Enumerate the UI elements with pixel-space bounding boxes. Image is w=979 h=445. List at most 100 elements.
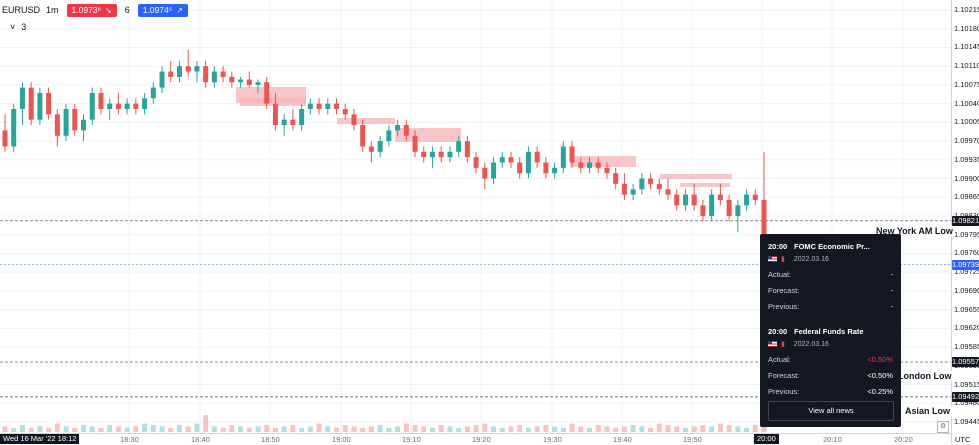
candle-body: [377, 141, 383, 152]
volume-bar: [81, 425, 87, 432]
previous-label: Previous:: [768, 387, 800, 396]
buy-button[interactable]: 1.0974⁵ ↗: [137, 3, 188, 17]
candle-body: [395, 125, 401, 131]
volume-bar: [464, 426, 470, 432]
volume-bar: [578, 426, 584, 432]
volume-bar: [403, 423, 409, 432]
view-all-news-button[interactable]: View all news: [768, 401, 894, 421]
volume-bar: [246, 427, 252, 432]
candle-body: [124, 103, 130, 109]
price-tick-label: 1.09725: [954, 267, 979, 277]
volume-bar: [595, 425, 601, 432]
candle-body: [508, 157, 514, 163]
volume-bar: [238, 426, 244, 432]
time-axis[interactable]: [0, 433, 951, 445]
volume-bar: [176, 425, 182, 432]
timezone-label[interactable]: UTC: [955, 435, 971, 444]
volume-bar: [429, 427, 435, 432]
volume-bar: [360, 427, 366, 432]
volume-bar: [517, 425, 523, 432]
event-time: 20:00: [768, 327, 788, 336]
volume-bar: [124, 427, 130, 432]
volume-bar: [534, 426, 540, 432]
volume-bar: [307, 426, 313, 432]
candle-body: [674, 194, 680, 206]
volume-bar: [456, 427, 462, 432]
candle-body: [307, 103, 313, 109]
price-tick-label: 1.10040: [954, 98, 979, 108]
news-event[interactable]: 20:00 FOMC Economic Pr... ▮ 2022.03.16 Act…: [768, 242, 893, 311]
time-tick-label: 19:50: [683, 435, 702, 444]
candle-body: [499, 157, 505, 163]
volume-bar: [2, 426, 8, 432]
price-level-tag: 1.09739: [952, 259, 979, 270]
volume-bar: [395, 426, 401, 432]
candle-body: [726, 199, 732, 216]
actual-label: Actual:: [768, 355, 791, 364]
importance-icon: ▮: [781, 256, 785, 263]
importance-icon: ▮: [781, 341, 785, 348]
trend-up-icon: ↗: [176, 5, 183, 15]
candle-body: [211, 71, 217, 83]
sell-button[interactable]: 1.0973⁶ ↘: [66, 3, 117, 17]
time-tick-label: 19:30: [543, 435, 562, 444]
volume-bar: [63, 426, 69, 432]
candle-body: [368, 146, 374, 152]
volume-bar: [299, 427, 305, 432]
volume-bar: [552, 426, 558, 432]
volume-bar: [107, 425, 113, 432]
candle-body: [752, 194, 758, 200]
volume-bar: [386, 427, 392, 432]
order-quantity[interactable]: 6: [124, 5, 130, 15]
volume-bar: [560, 427, 566, 432]
volume-bar: [255, 426, 261, 432]
indicators-toggle[interactable]: ˅ 3: [4, 22, 26, 32]
candle-body: [604, 167, 610, 174]
candle-body: [552, 167, 558, 174]
candle-body: [19, 87, 25, 109]
news-event[interactable]: 20:00 Federal Funds Rate ▮ 2022.03.16 Actu…: [768, 327, 893, 396]
candle-body: [429, 151, 435, 158]
event-title: FOMC Economic Pr...: [794, 242, 870, 251]
trend-down-icon: ↘: [105, 5, 112, 15]
volume-bar: [194, 423, 200, 432]
candle-body: [72, 108, 78, 131]
timeframe-label[interactable]: 1m: [46, 5, 59, 15]
time-tick-label: 18:30: [120, 435, 139, 444]
candle-body: [709, 194, 715, 216]
collapse-icon: ˅: [10, 22, 16, 32]
time-tick-label: 19:20: [472, 435, 491, 444]
settings-icon[interactable]: ⚙: [937, 421, 949, 433]
candle-body: [595, 162, 601, 168]
symbol-name[interactable]: EURUSD: [2, 5, 41, 15]
price-tick-label: 1.10180: [954, 23, 979, 33]
candle-body: [220, 71, 226, 77]
volume-bar: [220, 427, 226, 432]
candle-body: [255, 82, 261, 85]
volume-bar: [185, 426, 191, 432]
volume-bar: [630, 425, 636, 432]
candlestick-series: [2, 50, 767, 254]
candle-body: [168, 71, 174, 77]
candle-body: [142, 98, 148, 109]
price-tick-label: 1.09445: [954, 417, 979, 426]
candle-body: [587, 162, 593, 168]
volume-bar: [691, 426, 697, 432]
level-label-asian-low: Asian Low: [903, 406, 953, 416]
volume-bar: [543, 425, 549, 432]
volume-bar: [203, 415, 209, 432]
price-tick-label: 1.09900: [954, 173, 979, 183]
candle-body: [238, 79, 244, 83]
volume-bar: [264, 425, 270, 432]
price-tick-label: 1.09655: [954, 304, 979, 314]
candle-body: [281, 119, 287, 126]
volume-bar: [648, 427, 654, 432]
indicator-count: 3: [21, 22, 27, 32]
time-tick-label: 18:40: [191, 435, 210, 444]
candle-body: [28, 87, 34, 120]
candle-body: [11, 108, 17, 147]
crosshair-date-label: Wed 16 Mar '22 18:12: [0, 434, 80, 444]
volume-bar: [700, 425, 706, 432]
volume-bar: [726, 425, 732, 432]
crosshair-time-label: 20:00: [754, 434, 779, 444]
